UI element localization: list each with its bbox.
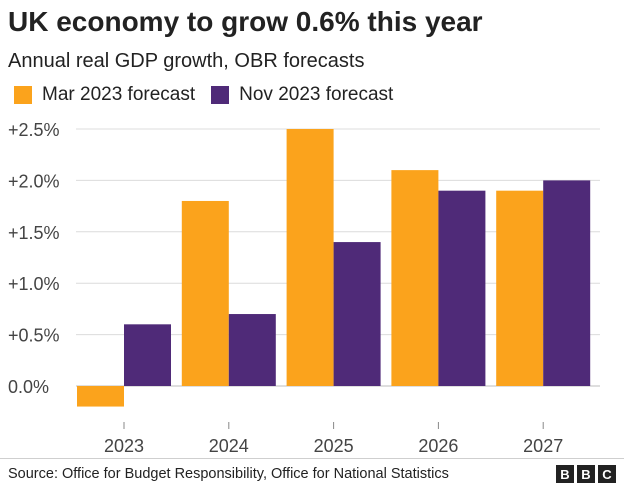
x-tick-label: 2026 <box>418 436 458 456</box>
bar-mar-2024 <box>181 200 229 386</box>
bar-mar-2027 <box>496 190 544 386</box>
bbc-logo-letter-2: B <box>577 465 595 483</box>
chart-legend: Mar 2023 forecast Nov 2023 forecast <box>14 84 409 106</box>
legend-label-mar: Mar 2023 forecast <box>42 84 196 105</box>
footer: Source: Office for Budget Responsibility… <box>0 458 624 488</box>
bar-chart: 0.0% +0.5% +1.0% +1.5% +2.0% +2.5% 2023 2024 202… <box>8 120 600 456</box>
y-tick-label: +2.5% <box>8 120 60 140</box>
legend-label-nov: Nov 2023 forecast <box>239 84 394 105</box>
bar-nov-2025 <box>333 242 381 386</box>
legend-item-nov: Nov 2023 forecast <box>211 84 393 106</box>
y-tick-label: 0.0% <box>8 377 49 397</box>
axis-layer: 0.0% +0.5% +1.0% +1.5% +2.0% +2.5% 2023 2024 202… <box>8 120 563 456</box>
y-tick-label: +0.5% <box>8 326 60 346</box>
x-tick-label: 2025 <box>314 436 354 456</box>
legend-swatch-nov <box>211 86 230 104</box>
bar-nov-2027 <box>543 180 591 386</box>
bar-layer <box>77 129 591 407</box>
bar-nov-2023 <box>124 324 171 386</box>
x-tick-label: 2027 <box>523 436 563 456</box>
chart-title: UK economy to grow 0.6% this year <box>8 6 483 37</box>
bar-nov-2026 <box>438 190 486 386</box>
bbc-logo: B B C <box>553 465 616 483</box>
source-note: Source: Office for Budget Responsibility… <box>8 466 449 482</box>
bbc-logo-letter-1: B <box>556 465 574 483</box>
x-tick-label: 2024 <box>209 436 249 456</box>
bbc-logo-letter-3: C <box>598 465 616 483</box>
bar-mar-2025 <box>286 129 334 386</box>
y-tick-label: +1.0% <box>8 274 60 294</box>
legend-swatch-mar <box>14 86 32 104</box>
bar-mar-2026 <box>391 170 439 386</box>
y-tick-label: +1.5% <box>8 223 60 243</box>
bar-mar-2023 <box>77 386 124 407</box>
legend-item-mar: Mar 2023 forecast <box>14 84 195 106</box>
bar-nov-2024 <box>228 314 276 386</box>
y-tick-label: +2.0% <box>8 171 60 191</box>
x-tick-label: 2023 <box>104 436 144 456</box>
chart-subtitle: Annual real GDP growth, OBR forecasts <box>8 50 365 72</box>
